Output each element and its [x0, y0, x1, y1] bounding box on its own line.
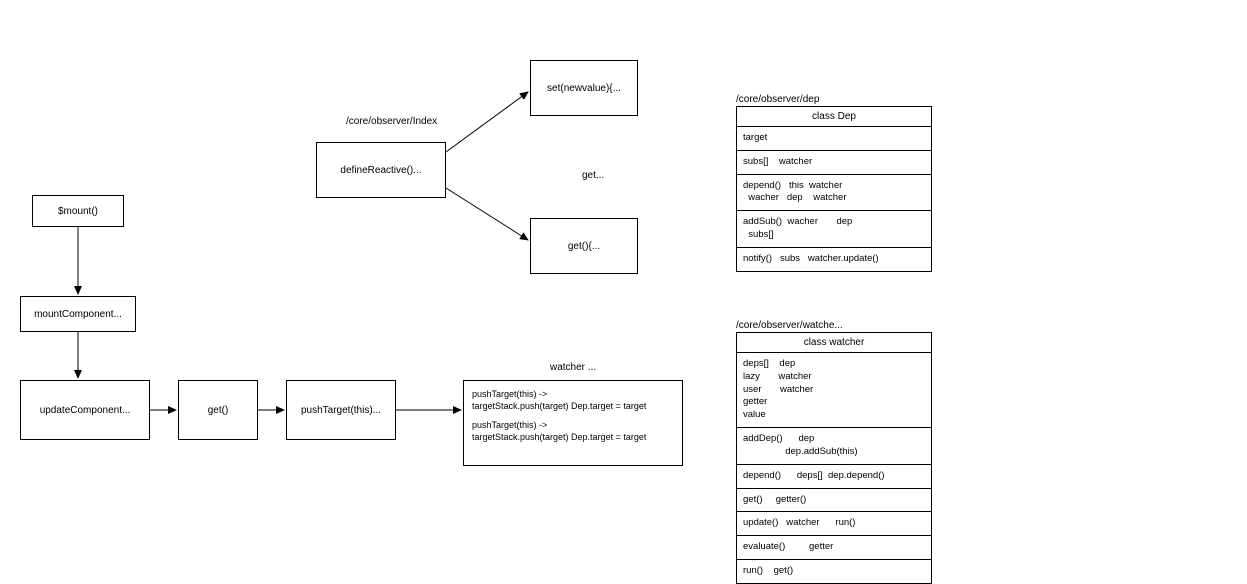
node-mount-label: $mount() — [58, 205, 98, 218]
edge — [446, 188, 528, 240]
node-get-label: get() — [208, 404, 229, 417]
watcher-row: evaluate() getter — [737, 536, 931, 560]
dep-table-title: class Dep — [737, 107, 931, 127]
node-get-accessor: get(){... — [530, 218, 638, 274]
watcher-path-label: /core/observer/watche... — [736, 320, 843, 331]
dep-row: addSub() wacher dep subs[] — [737, 211, 931, 248]
watcher-row: get() getter() — [737, 489, 931, 513]
node-get: get() — [178, 380, 258, 440]
edge — [446, 92, 528, 152]
watcher-row: deps[] dep lazy watcher user watcher get… — [737, 353, 931, 428]
watcher-box-line2: targetStack.push(target) Dep.target = ta… — [472, 401, 646, 413]
diagram-canvas: $mount() mountComponent... updateCompone… — [0, 0, 1247, 573]
node-push-target-label: pushTarget(this)... — [301, 404, 381, 417]
watcher-box-line3: pushTarget(this) -> — [472, 420, 646, 432]
node-push-target: pushTarget(this)... — [286, 380, 396, 440]
dep-path-label: /core/observer/dep — [736, 94, 819, 105]
node-set: set(newvalue){... — [530, 60, 638, 116]
watcher-row: run() get() — [737, 560, 931, 583]
node-mount: $mount() — [32, 195, 124, 227]
node-define-reactive: defineReactive()... — [316, 142, 446, 198]
watcher-table-title: class watcher — [737, 333, 931, 353]
node-mount-component: mountComponent... — [20, 296, 136, 332]
watcher-box-caption: watcher ... — [550, 362, 596, 373]
dep-row: depend() this watcher wacher dep watcher — [737, 175, 931, 212]
node-mount-component-label: mountComponent... — [34, 308, 122, 321]
watcher-row: addDep() dep dep.addSub(this) — [737, 428, 931, 465]
get-mid-label: get... — [582, 170, 604, 181]
node-get-accessor-label: get(){... — [568, 240, 600, 253]
node-update-component: updateComponent... — [20, 380, 150, 440]
dep-row: notify() subs watcher.update() — [737, 248, 931, 271]
watcher-table: class watcher deps[] dep lazy watcher us… — [736, 332, 932, 584]
dep-row: subs[] watcher — [737, 151, 931, 175]
node-define-reactive-label: defineReactive()... — [340, 164, 421, 177]
watcher-box-content: pushTarget(this) -> targetStack.push(tar… — [472, 389, 646, 444]
observer-path-label: /core/observer/Index — [346, 116, 437, 127]
dep-table: class Dep target subs[] watcher depend()… — [736, 106, 932, 272]
watcher-box-line4: targetStack.push(target) Dep.target = ta… — [472, 432, 646, 444]
node-watcher-box: pushTarget(this) -> targetStack.push(tar… — [463, 380, 683, 466]
watcher-box-line1: pushTarget(this) -> — [472, 389, 646, 401]
node-set-label: set(newvalue){... — [547, 82, 621, 95]
watcher-row: depend() deps[] dep.depend() — [737, 465, 931, 489]
watcher-row: update() watcher run() — [737, 512, 931, 536]
node-update-component-label: updateComponent... — [40, 404, 131, 417]
dep-row: target — [737, 127, 931, 151]
